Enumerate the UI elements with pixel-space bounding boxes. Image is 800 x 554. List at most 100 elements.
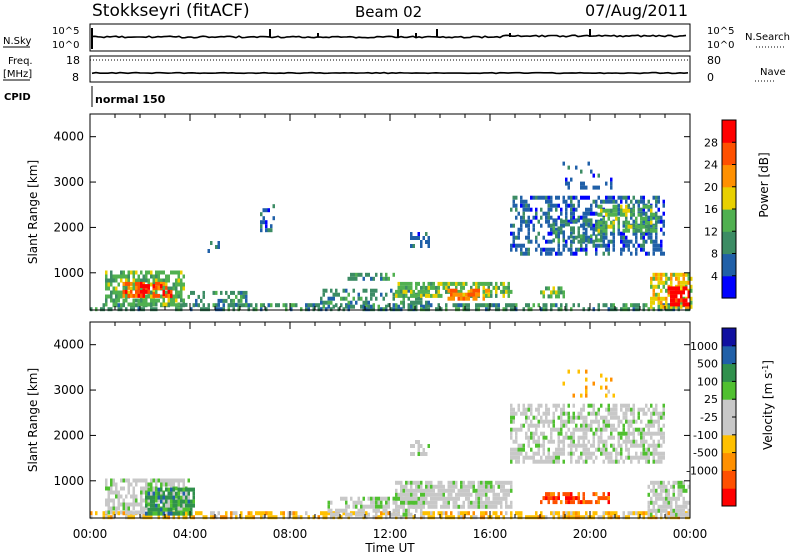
vel-cell (475, 496, 478, 501)
power-cell (650, 284, 653, 289)
power-cell (630, 208, 633, 213)
power-cell (410, 236, 413, 240)
power-cell (152, 292, 155, 297)
power-cell (362, 307, 365, 312)
vel-cell (612, 411, 615, 416)
power-cell (155, 274, 158, 279)
vel-cell (132, 490, 135, 495)
power-cell (265, 208, 268, 213)
vel-cell (635, 451, 638, 456)
power-cell (612, 247, 615, 252)
vel-cell (447, 480, 450, 485)
power-cell (402, 289, 405, 294)
vel-cell (267, 511, 270, 516)
vel-cell (457, 515, 460, 520)
power-cell (602, 220, 605, 225)
vel-cell (537, 515, 540, 520)
vel-cell (375, 508, 378, 513)
vel-cell (292, 511, 295, 516)
vel-cell (397, 480, 400, 485)
vel-cell (182, 511, 185, 516)
vel-cell (172, 490, 175, 495)
vel-cell (177, 506, 180, 511)
vel-cell (150, 507, 153, 512)
power-cell (235, 302, 238, 307)
vel-cell (175, 511, 178, 516)
power-cell (212, 303, 215, 308)
vel-cell (552, 500, 555, 505)
power-cell (350, 272, 353, 277)
vel-cell (340, 496, 343, 501)
power-cell (607, 307, 610, 312)
vel-cell (515, 435, 518, 440)
vel-cell (135, 494, 138, 499)
power-cell (330, 296, 333, 301)
vel-cell (152, 499, 155, 504)
vel-cell (327, 511, 330, 516)
power-cell (660, 243, 663, 248)
power-cell (665, 276, 668, 281)
power-cell (502, 289, 505, 294)
power-cell (427, 236, 430, 240)
power-cell (632, 243, 635, 248)
vel-cell (520, 427, 523, 432)
power-cell (115, 278, 118, 283)
vel-cell (380, 504, 383, 509)
vel-cell (192, 491, 195, 496)
vel-cell (255, 511, 258, 516)
vel-cell (365, 504, 368, 509)
power-cell (675, 298, 678, 303)
power-cell (487, 303, 490, 308)
y-tick-label: 4000 (53, 338, 84, 352)
power-cell (652, 251, 655, 256)
power-cell (527, 235, 530, 240)
power-cell (177, 274, 180, 279)
power-cell (560, 286, 563, 291)
power-cell (640, 235, 643, 240)
vel-cell (535, 427, 538, 432)
vel-cell (557, 515, 560, 520)
vel-cell (542, 447, 545, 452)
power-cell (550, 251, 553, 256)
power-cell (295, 303, 298, 308)
vel-cell (460, 480, 463, 485)
vel-cell (425, 480, 428, 485)
power-cell (577, 199, 580, 204)
vel-cell (680, 492, 683, 497)
power-cell (247, 307, 250, 312)
vel-cell (525, 411, 528, 416)
vel-cell (562, 403, 565, 408)
power-cell (622, 231, 625, 236)
power-cell (580, 181, 583, 186)
vel-cell (415, 508, 418, 513)
vel-cell (497, 492, 500, 497)
power-cell (582, 181, 585, 186)
vel-cell (380, 511, 383, 516)
power-cell (590, 226, 593, 231)
power-cell (417, 289, 420, 294)
vel-cell (625, 447, 628, 452)
power-cell (585, 251, 588, 256)
power-cell (105, 286, 108, 291)
vel-cell (367, 512, 370, 517)
vel-cell (587, 403, 590, 408)
power-cell (337, 292, 340, 297)
power-cell (362, 288, 365, 293)
power-cell (560, 226, 563, 231)
power-cell (435, 285, 438, 290)
power-cell (570, 211, 573, 216)
vel-cell (632, 431, 635, 436)
vel-cell (170, 499, 173, 504)
power-cell (385, 304, 388, 309)
power-cell (525, 235, 528, 240)
vel-cell (560, 411, 563, 416)
vel-cell (145, 511, 148, 516)
vel-cell (660, 480, 663, 485)
vel-cell (482, 515, 485, 520)
vel-cell (135, 478, 138, 483)
vel-cell (602, 423, 605, 428)
power-cell (527, 307, 530, 312)
vel-cell (682, 508, 685, 513)
power-cell (672, 307, 675, 312)
